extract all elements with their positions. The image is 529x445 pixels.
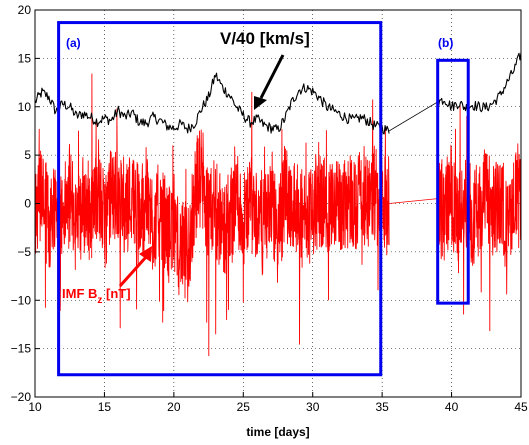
y-tick-label: 5 (24, 148, 31, 162)
highlight-box-b (436, 58, 470, 305)
x-tick-label: 10 (28, 400, 42, 414)
imf-bz-fine-trace (34, 73, 522, 357)
x-tick-label: 30 (306, 400, 320, 414)
imf-bz-series-line (437, 103, 522, 332)
x-axis-label: time [days] (246, 425, 309, 439)
highlight-box-a (57, 21, 383, 377)
series-layer (34, 52, 522, 204)
y-tick-label: 0 (24, 197, 31, 211)
imf-bz-label: IMF Bz [nT] (62, 286, 131, 306)
y-tick-label: −20 (11, 390, 32, 404)
velocity-arrow-shaft (259, 54, 285, 99)
imf-bz-label-sub: z (97, 295, 102, 306)
imf-bz-arrow-head (139, 246, 152, 262)
y-tick-label: −5 (17, 245, 31, 259)
x-tick-label: 25 (237, 400, 251, 414)
imf-bz-series-line (34, 73, 390, 357)
velocity-label: V/40 [km/s] (220, 29, 310, 48)
x-tick-label: 45 (514, 400, 528, 414)
y-tick-label: −15 (11, 342, 32, 356)
velocity-gap-connector (388, 101, 438, 132)
velocity-arrow-head (254, 96, 267, 110)
plot-frame (34, 9, 522, 398)
y-tick-label: 20 (18, 3, 32, 17)
y-tick-label: 10 (18, 100, 32, 114)
imf-bz-arrow-shaft (118, 255, 148, 288)
tick-layer: 10 15 20 25 30 35 40 45 −20 −15 −10 −5 0 5 10 15 20 (11, 3, 528, 414)
imf-bz-label-unit: [nT] (102, 286, 130, 301)
box-b-label: (b) (438, 36, 453, 50)
box-a-label: (a) (66, 36, 81, 50)
x-tick-label: 40 (445, 400, 459, 414)
imf-bz-gap-connector (389, 198, 438, 204)
y-tick-label: −10 (11, 293, 32, 307)
x-tick-label: 20 (167, 400, 181, 414)
imf-bz-label-main: IMF B (62, 286, 97, 301)
x-tick-label: 15 (98, 400, 112, 414)
velocity-series-line (437, 52, 522, 113)
y-tick-label: 15 (18, 51, 32, 65)
box-layer (57, 21, 470, 377)
velocity-series-line (34, 72, 390, 135)
x-tick-label: 35 (375, 400, 389, 414)
